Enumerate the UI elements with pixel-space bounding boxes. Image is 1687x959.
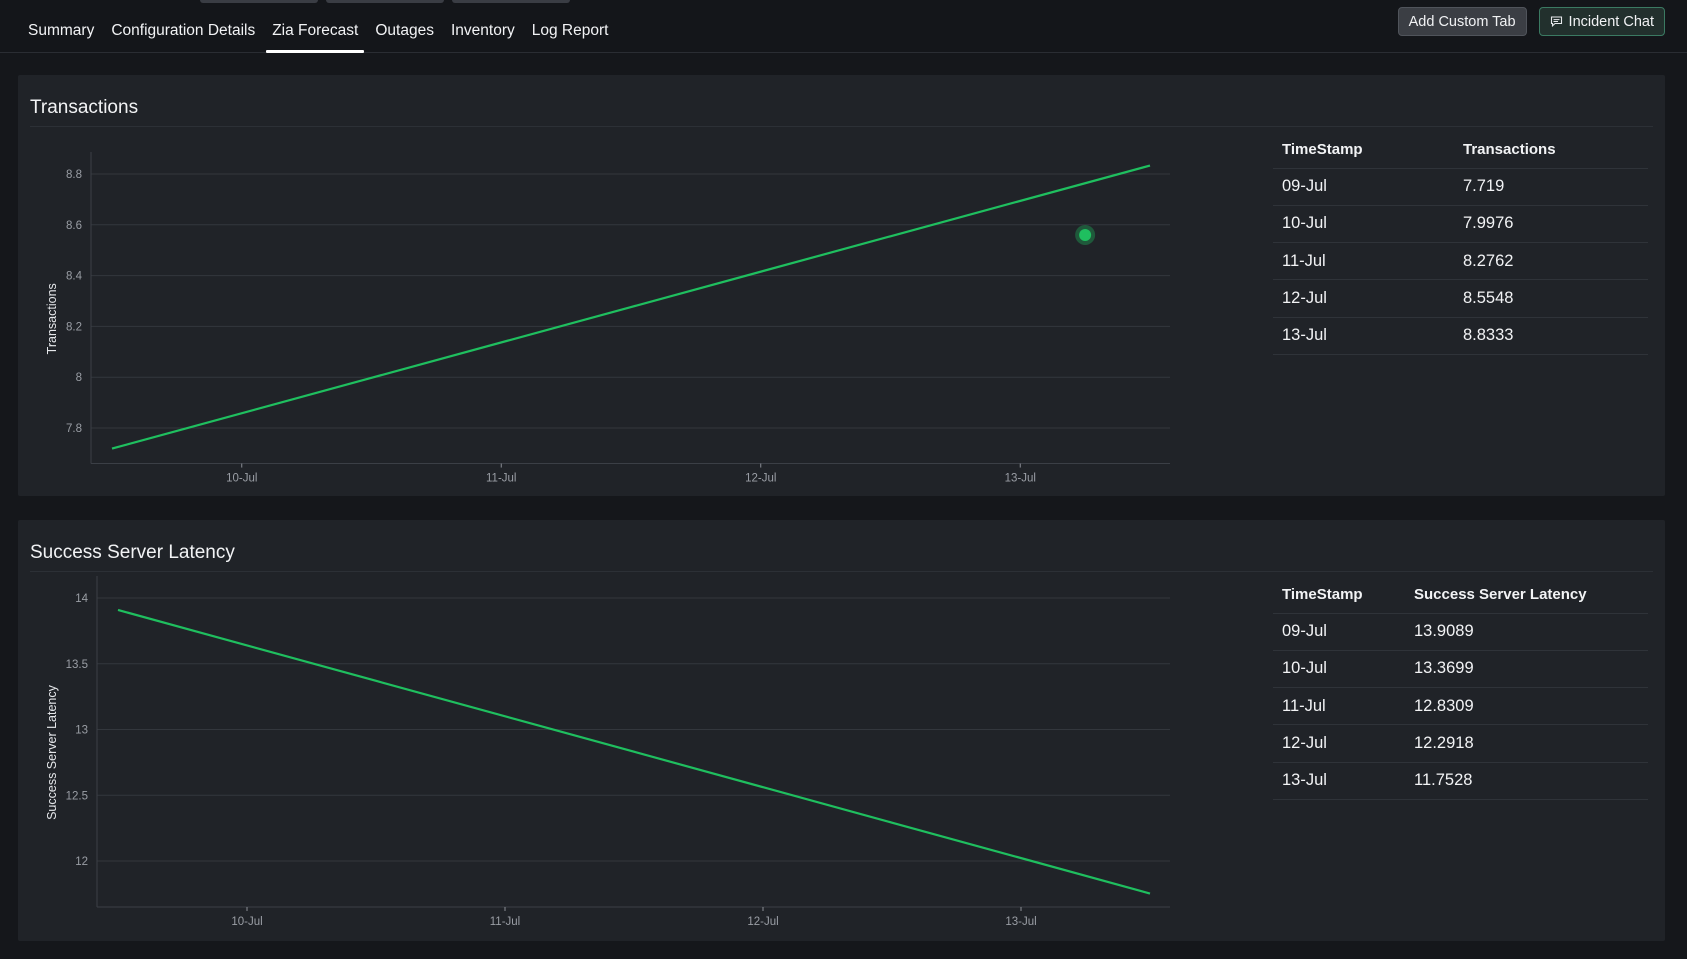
top-navigation-bar: Summary Configuration Details Zia Foreca…: [0, 0, 1687, 53]
series-line[interactable]: [117, 608, 1151, 895]
panel-title: Transactions: [30, 97, 139, 118]
table-cell: 11-Jul: [1273, 242, 1454, 281]
table-row: 09-Jul 7.719: [1273, 168, 1648, 206]
table-cell: 7.719: [1454, 168, 1648, 206]
table-header-row: TimeStamp Transactions: [1273, 132, 1648, 169]
success-server-latency-table: TimeStamp Success Server Latency 09-Jul …: [1273, 577, 1648, 800]
table-row: 11-Jul 8.2762: [1273, 242, 1648, 281]
table-cell: 12.2918: [1405, 724, 1648, 763]
table-cell: 12-Jul: [1273, 724, 1405, 763]
top-stubs: [200, 0, 570, 3]
table-row: 09-Jul 13.9089: [1273, 613, 1648, 651]
table-cell: 8.5548: [1454, 279, 1648, 318]
add-custom-tab-label: Add Custom Tab: [1408, 13, 1516, 30]
y-axis-title: Success Server Latency: [45, 684, 59, 820]
table-row: 11-Jul 12.8309: [1273, 687, 1648, 726]
y-tick-label: 8.8: [66, 169, 82, 181]
top-actions: Add Custom Tab Incident Chat: [1397, 7, 1665, 36]
table-cell: 11-Jul: [1273, 687, 1405, 726]
table-cell: 09-Jul: [1273, 613, 1405, 651]
incident-chat-label: Incident Chat: [1568, 13, 1654, 30]
x-tick-label: 12-Jul: [747, 916, 778, 928]
table-cell: 8.8333: [1454, 317, 1648, 355]
tab-summary[interactable]: Summary: [28, 22, 95, 39]
table-cell: 8.2762: [1454, 242, 1648, 281]
series-line[interactable]: [111, 164, 1151, 450]
table-cell: 7.9976: [1454, 205, 1648, 244]
table-row: 12-Jul 12.2918: [1273, 724, 1648, 763]
table-cell: 13-Jul: [1273, 317, 1454, 355]
x-tick-label: 13-Jul: [1005, 473, 1036, 485]
transactions-table: TimeStamp Transactions 09-Jul 7.719 10-J…: [1273, 132, 1648, 355]
table-row: 13-Jul 8.8333: [1273, 317, 1648, 355]
column-header: TimeStamp: [1273, 577, 1405, 614]
y-tick-label: 8: [76, 372, 82, 384]
y-tick-label: 12.5: [66, 790, 88, 802]
x-tick-label: 12-Jul: [745, 473, 776, 485]
table-cell: 10-Jul: [1273, 205, 1454, 244]
column-header: Transactions: [1454, 132, 1648, 169]
y-tick-label: 13: [75, 725, 88, 737]
table-cell: 12-Jul: [1273, 279, 1454, 318]
table-cell: 13.3699: [1405, 650, 1648, 689]
table-row: 12-Jul 8.5548: [1273, 279, 1648, 318]
tab-log-report[interactable]: Log Report: [531, 22, 609, 39]
tab-bar: Summary Configuration Details Zia Foreca…: [22, 0, 619, 53]
chart-plot: 12 12.5 13 13.5 14 10-Jul 11-Jul 12-Jul 13-Jul Su…: [45, 576, 1170, 928]
table-cell: 10-Jul: [1273, 650, 1405, 689]
column-header: TimeStamp: [1273, 132, 1454, 169]
table-header-row: TimeStamp Success Server Latency: [1273, 577, 1648, 614]
y-tick-label: 12: [75, 856, 88, 868]
transactions-panel: Transactions 7.8 8 8.2 8.4 8.6 8.8 10-Jul 11-Ju…: [18, 75, 1665, 496]
tab-configuration-details[interactable]: Configuration Details: [111, 22, 256, 39]
y-tick-label: 14: [75, 593, 88, 605]
table-row: 13-Jul 11.7528: [1273, 762, 1648, 800]
y-tick-label: 7.8: [66, 423, 82, 435]
y-tick-label: 8.2: [66, 321, 82, 333]
column-header: Success Server Latency: [1405, 577, 1648, 614]
incident-chat-button[interactable]: Incident Chat: [1538, 7, 1665, 36]
stub: [200, 0, 318, 3]
divider: [30, 571, 1653, 572]
table-cell: 09-Jul: [1273, 168, 1454, 206]
success-server-latency-chart[interactable]: 12 12.5 13 13.5 14 10-Jul 11-Jul 12-Jul 13-Jul Su…: [18, 572, 1218, 941]
chart-plot: 7.8 8 8.2 8.4 8.6 8.8 10-Jul 11-Jul 12-Jul 13-Jul…: [45, 152, 1170, 485]
y-axis-title: Transactions: [45, 283, 59, 354]
tab-inventory[interactable]: Inventory: [450, 22, 515, 39]
x-tick-label: 10-Jul: [226, 473, 257, 485]
y-tick-label: 13.5: [66, 659, 88, 671]
x-tick-label: 13-Jul: [1005, 916, 1036, 928]
transactions-chart[interactable]: 7.8 8 8.2 8.4 8.6 8.8 10-Jul 11-Jul 12-Jul 13-Jul…: [18, 127, 1218, 496]
tab-zia-forecast[interactable]: Zia Forecast: [266, 0, 365, 53]
stub: [452, 0, 570, 3]
add-custom-tab-button[interactable]: Add Custom Tab: [1397, 7, 1527, 36]
table-cell: 11.7528: [1405, 762, 1648, 800]
table-cell: 13-Jul: [1273, 762, 1405, 800]
table-cell: 12.8309: [1405, 687, 1648, 726]
x-tick-label: 10-Jul: [231, 916, 262, 928]
chat-bubble-icon: [1550, 16, 1562, 27]
table-row: 10-Jul 13.3699: [1273, 650, 1648, 689]
y-tick-label: 8.4: [66, 271, 83, 283]
x-tick-label: 11-Jul: [486, 473, 516, 485]
table-cell: 13.9089: [1405, 613, 1648, 651]
stub: [326, 0, 444, 3]
table-row: 10-Jul 7.9976: [1273, 205, 1648, 244]
highlight-point[interactable]: [1079, 228, 1092, 241]
divider: [30, 126, 1653, 127]
y-tick-label: 8.6: [66, 220, 82, 232]
tab-outages[interactable]: Outages: [375, 22, 434, 39]
success-server-latency-panel: Success Server Latency 12 12.5 13 13.5 14 10-…: [18, 520, 1665, 941]
panel-title: Success Server Latency: [30, 542, 235, 563]
x-tick-label: 11-Jul: [490, 916, 520, 928]
